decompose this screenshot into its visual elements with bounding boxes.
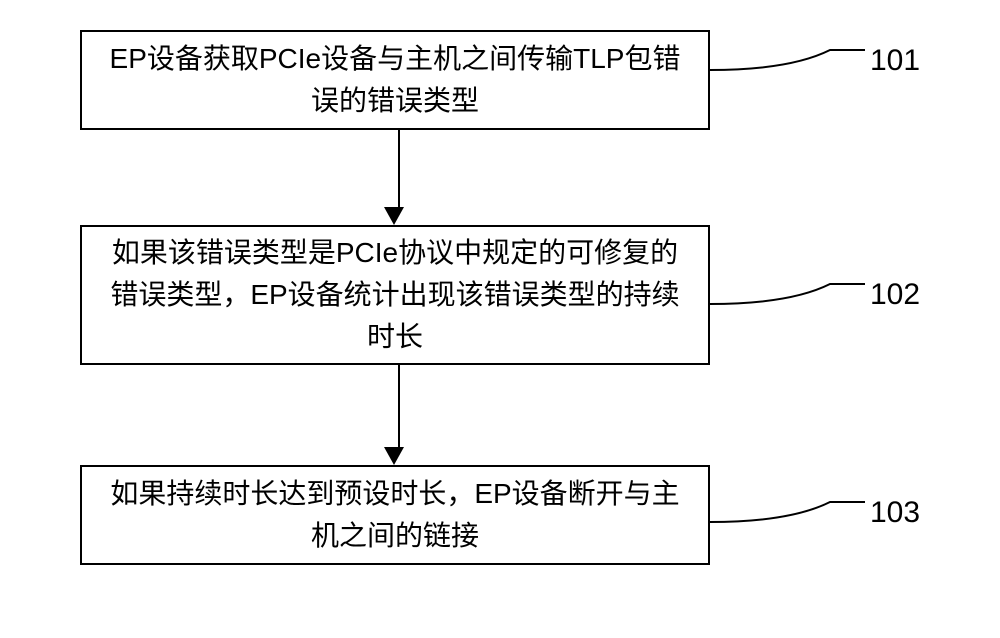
step-2-text: 如果该错误类型是PCIe协议中规定的可修复的错误类型，EP设备统计出现该错误类型… xyxy=(102,232,688,358)
arrow-1-to-2 xyxy=(393,130,404,225)
flowchart-step-3: 如果持续时长达到预设时长，EP设备断开与主机之间的链接 xyxy=(80,465,710,565)
label-connector-2 xyxy=(710,264,870,314)
step-1-text: EP设备获取PCIe设备与主机之间传输TLP包错误的错误类型 xyxy=(102,38,688,122)
label-connector-1 xyxy=(710,30,870,80)
step-1-label: 101 xyxy=(870,44,920,78)
flowchart-container: EP设备获取PCIe设备与主机之间传输TLP包错误的错误类型 101 如果该错误… xyxy=(0,0,1000,638)
flowchart-step-1: EP设备获取PCIe设备与主机之间传输TLP包错误的错误类型 xyxy=(80,30,710,130)
label-connector-3 xyxy=(710,482,870,532)
step-3-text: 如果持续时长达到预设时长，EP设备断开与主机之间的链接 xyxy=(102,473,688,557)
flowchart-step-2: 如果该错误类型是PCIe协议中规定的可修复的错误类型，EP设备统计出现该错误类型… xyxy=(80,225,710,365)
arrow-2-to-3 xyxy=(393,365,404,465)
step-2-label: 102 xyxy=(870,278,920,312)
step-3-label: 103 xyxy=(870,496,920,530)
